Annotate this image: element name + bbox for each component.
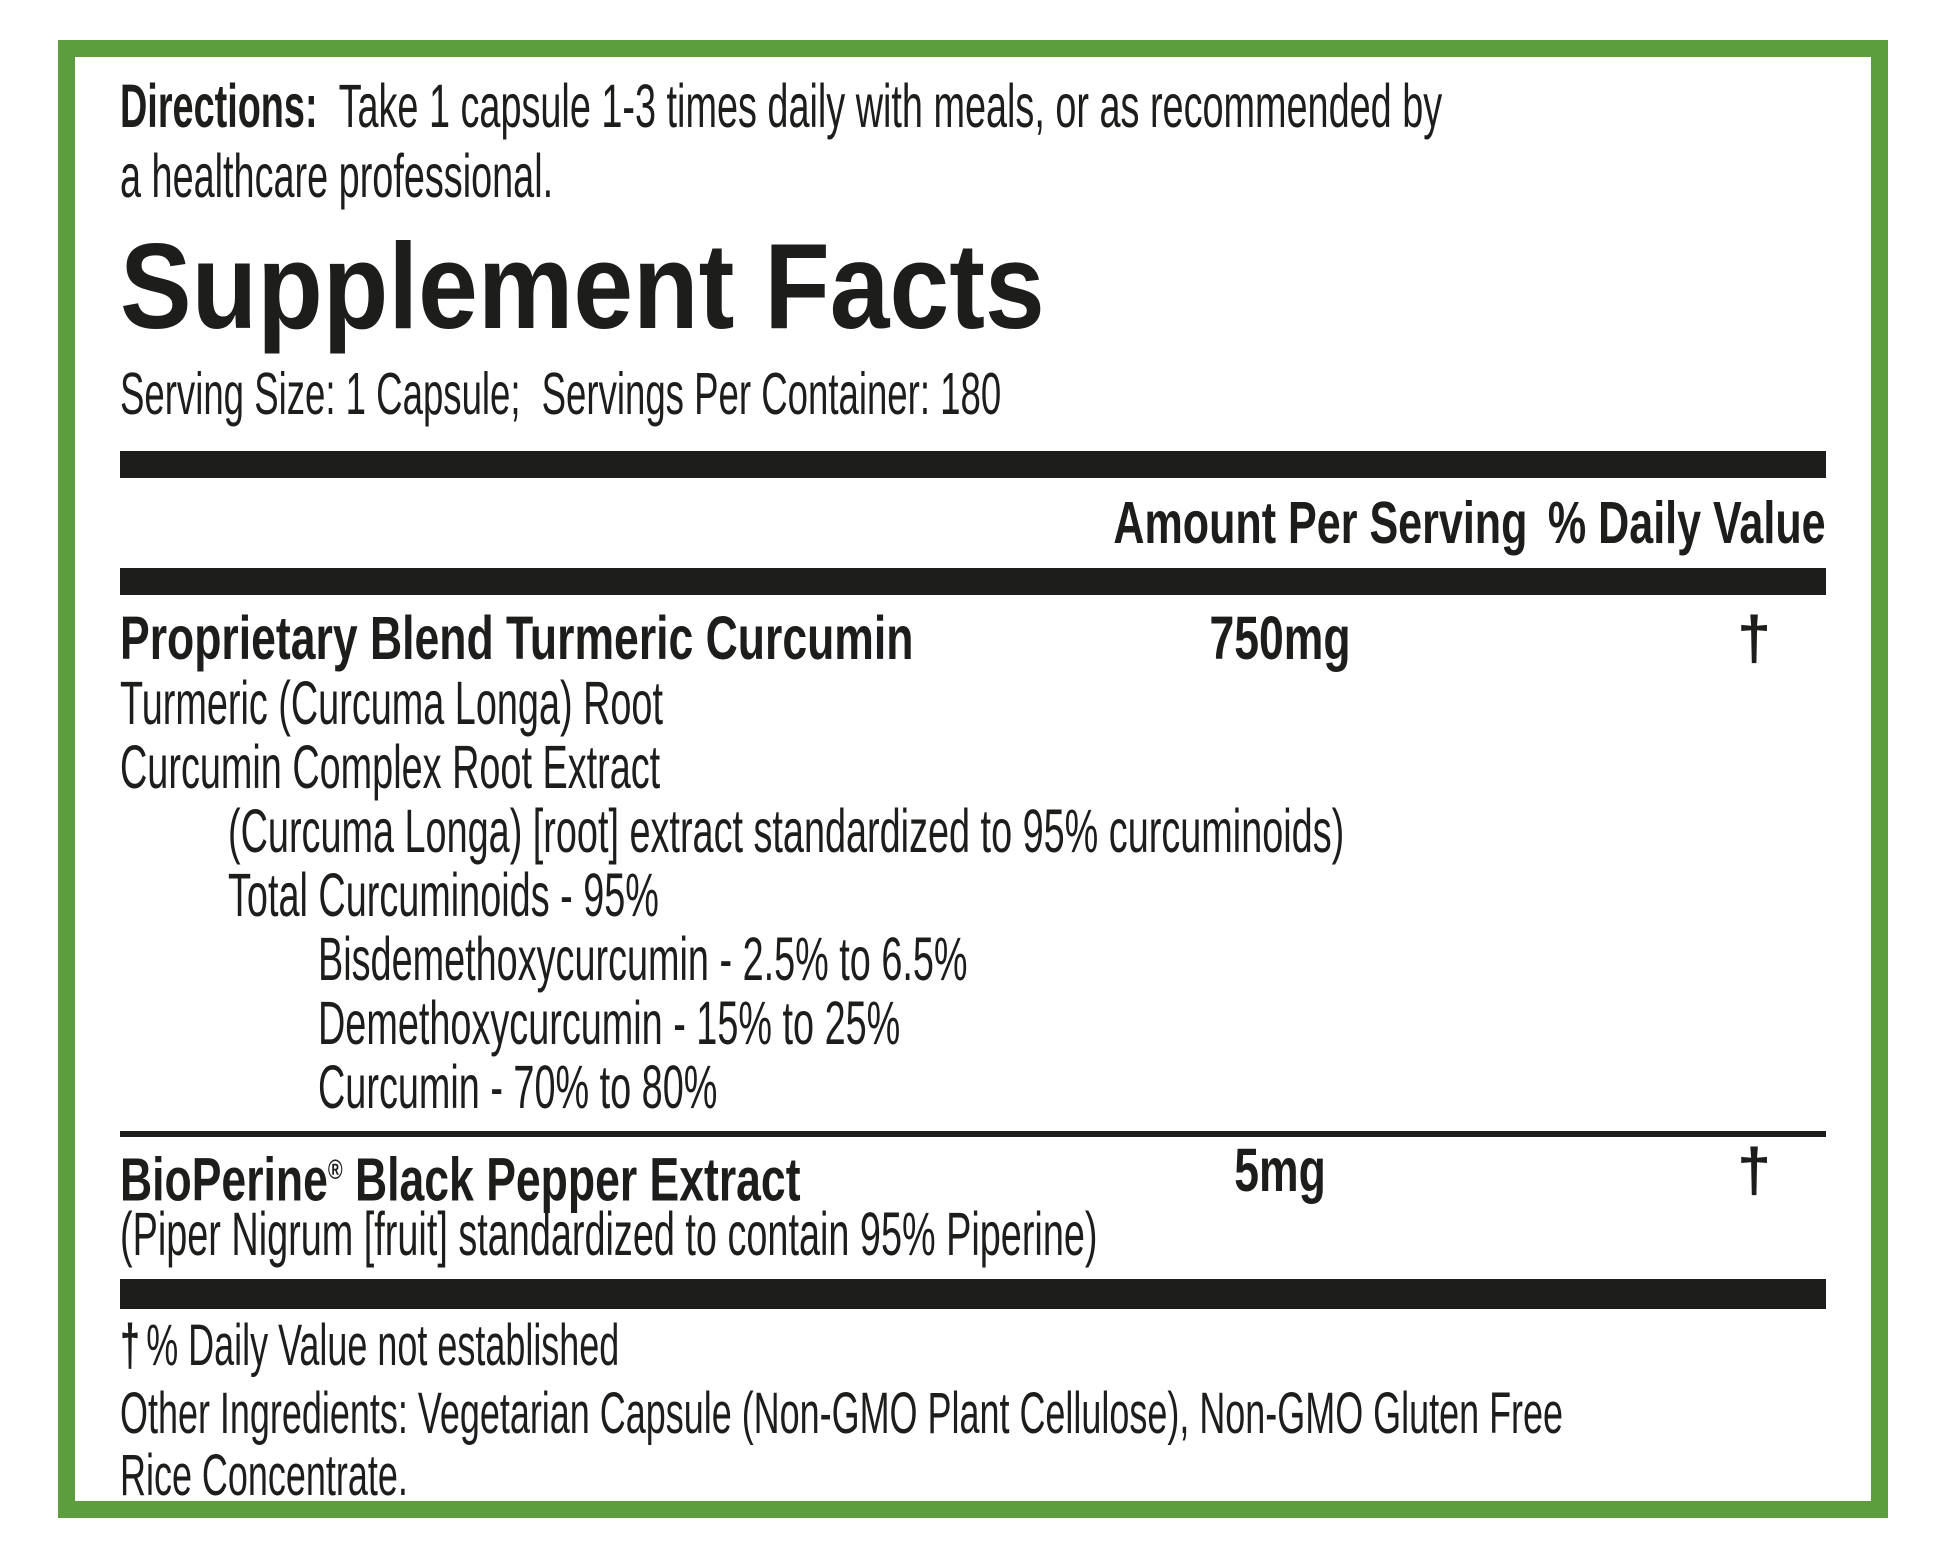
proprietary-blend-amount-wrap: 750mg: [1183, 605, 1376, 671]
proprietary-blend-name: Proprietary Blend Turmeric Curcumin: [120, 604, 914, 672]
page-title: Supplement Facts: [120, 218, 1045, 354]
blend-line: Turmeric (Curcuma Longa) Root: [120, 669, 663, 737]
directions-lead: Directions:: [120, 72, 318, 140]
table-row-bioperine: BioPerine® Black Pepper Extract 5mg †: [120, 1136, 1826, 1212]
supplement-facts-label: Directions: Take 1 capsule 1-3 times dai…: [58, 40, 1888, 1518]
blend-line: Curcumin - 70% to 80%: [318, 1053, 718, 1121]
other-ingredients-line-1: Other Ingredients: Vegetarian Capsule (N…: [120, 1381, 1564, 1446]
table-header: Amount Per Serving % Daily Value: [120, 478, 1826, 568]
header-amount-per-serving: Amount Per Serving: [1113, 490, 1528, 556]
blend-line: Demethoxycurcumin - 15% to 25%: [318, 989, 901, 1057]
bioperine-subline: (Piper Nigrum [fruit] standardized to co…: [120, 1200, 1098, 1268]
servings-per-container: Servings Per Container: 180: [541, 361, 1002, 427]
bioperine-amount-wrap: 5mg: [1217, 1137, 1342, 1203]
registered-trademark-symbol: ®: [327, 1154, 343, 1185]
bioperine-brand: BioPerine: [120, 1145, 328, 1214]
blend-ingredient-list: Turmeric (Curcuma Longa) Root Curcumin C…: [120, 671, 1826, 1119]
serving-size: Serving Size: 1 Capsule;: [120, 361, 521, 427]
directions-line-2: a healthcare professional.: [120, 142, 554, 210]
directions-line-1: Directions: Take 1 capsule 1-3 times dai…: [120, 71, 1826, 141]
blend-line: Curcumin Complex Root Extract: [120, 733, 661, 801]
proprietary-blend-dv-dagger: †: [1737, 604, 1771, 672]
serving-info: Serving Size: 1 Capsule; Servings Per Con…: [120, 363, 1826, 425]
divider-bar-top: [120, 451, 1826, 478]
bioperine-dv-dagger: †: [1737, 1136, 1771, 1204]
header-daily-value: % Daily Value: [1548, 490, 1826, 556]
footnote-dagger: †: [120, 1313, 141, 1378]
divider-bar-header: [120, 568, 1826, 595]
daily-value-footnote: †% Daily Value not established: [120, 1317, 1826, 1375]
divider-bar-bottom: [120, 1279, 1826, 1309]
blend-line: (Curcuma Longa) [root] extract standardi…: [228, 797, 1345, 865]
bioperine-amount: 5mg: [1234, 1136, 1326, 1204]
directions-body: Take 1 capsule 1-3 times daily with meal…: [338, 72, 1443, 140]
divider-rule-thin: [120, 1131, 1826, 1137]
blend-line: Bisdemethoxycurcumin - 2.5% to 6.5%: [318, 925, 968, 993]
blend-line: Total Curcuminoids - 95%: [228, 861, 659, 929]
other-ingredients: Other Ingredients: Vegetarian Capsule (N…: [120, 1381, 1826, 1508]
other-ingredients-line-2: Rice Concentrate.: [120, 1443, 408, 1508]
proprietary-blend-amount: 750mg: [1209, 604, 1351, 672]
footnote-text: % Daily Value not established: [146, 1313, 620, 1378]
directions-text: Directions: Take 1 capsule 1-3 times dai…: [120, 71, 1826, 211]
bioperine-name-rest: Black Pepper Extract: [342, 1145, 801, 1214]
table-row-proprietary-blend: Proprietary Blend Turmeric Curcumin 750m…: [120, 605, 1826, 671]
